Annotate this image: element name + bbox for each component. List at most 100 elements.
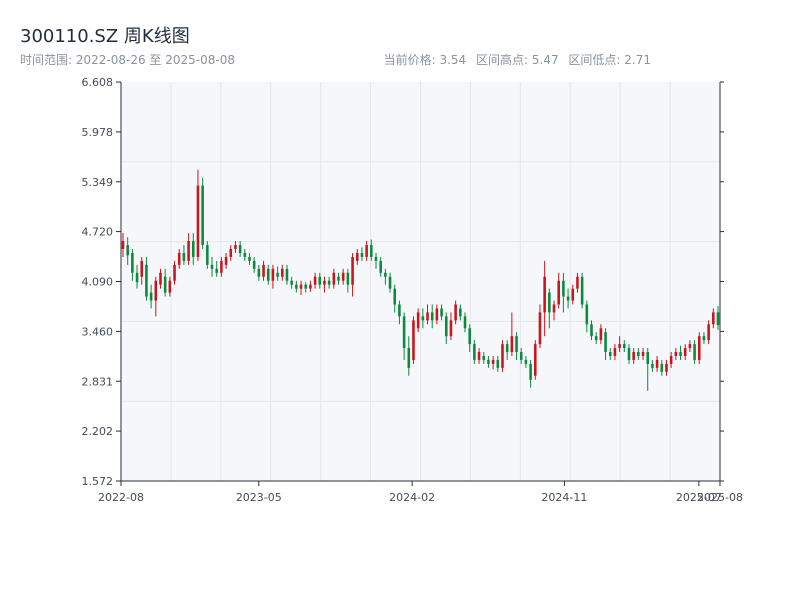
candle bbox=[562, 272, 565, 313]
candle bbox=[604, 328, 607, 360]
candle-body bbox=[313, 276, 317, 285]
x-tick-label: 2023-05 bbox=[236, 491, 282, 504]
candle-body bbox=[421, 316, 425, 321]
candle bbox=[416, 308, 420, 333]
candle-body bbox=[524, 359, 528, 364]
candle-body bbox=[449, 320, 453, 337]
candle bbox=[444, 312, 448, 345]
y-tick-label: 2.202 bbox=[82, 425, 114, 438]
candle bbox=[182, 245, 186, 265]
candle-body bbox=[177, 252, 181, 265]
candle bbox=[365, 241, 368, 261]
candle-body bbox=[243, 252, 247, 257]
candle-body bbox=[585, 304, 589, 325]
candle-body bbox=[407, 348, 411, 368]
candle-body bbox=[309, 284, 312, 289]
candle bbox=[571, 284, 575, 305]
candle bbox=[309, 280, 312, 292]
y-tick-label: 5.978 bbox=[82, 126, 114, 139]
candle-body bbox=[529, 363, 532, 380]
candle bbox=[351, 252, 354, 297]
candle bbox=[487, 355, 490, 368]
candle bbox=[238, 241, 242, 257]
candle-body bbox=[679, 352, 682, 356]
candle-body bbox=[393, 288, 397, 305]
candle bbox=[332, 268, 336, 289]
candle-body bbox=[337, 276, 340, 281]
candle bbox=[510, 312, 514, 356]
candle-body bbox=[379, 260, 382, 273]
candle-body bbox=[468, 328, 471, 345]
candle bbox=[557, 272, 560, 309]
candle bbox=[281, 264, 284, 281]
candle-body bbox=[580, 276, 584, 305]
candle bbox=[613, 344, 617, 360]
candle-body bbox=[641, 352, 645, 356]
candle-body bbox=[299, 284, 303, 289]
candle-body bbox=[370, 245, 373, 257]
y-tick-label: 1.572 bbox=[82, 475, 114, 488]
candle-body bbox=[637, 352, 640, 356]
candle bbox=[590, 320, 593, 341]
candle-body bbox=[482, 355, 486, 360]
candle-body bbox=[341, 272, 345, 281]
candle bbox=[393, 284, 397, 313]
candle bbox=[552, 300, 556, 321]
candle bbox=[285, 264, 289, 285]
candle-body bbox=[440, 308, 443, 317]
candle bbox=[304, 282, 308, 293]
x-tick-label: 2022-08 bbox=[98, 491, 144, 504]
candle bbox=[440, 304, 443, 321]
candle-body bbox=[149, 292, 153, 301]
candle bbox=[145, 256, 148, 301]
candle-body bbox=[613, 348, 617, 356]
candle bbox=[623, 340, 626, 353]
candle bbox=[201, 177, 204, 250]
candle bbox=[220, 256, 223, 277]
current-price-text: 当前价格: 3.54 bbox=[383, 53, 467, 67]
candle-body bbox=[552, 304, 556, 313]
candle bbox=[505, 340, 509, 360]
candle bbox=[459, 304, 462, 321]
candle-body bbox=[697, 336, 701, 360]
candle bbox=[355, 249, 359, 265]
axes: 6.608 5.978 5.349 4.720 4.090 3.460 2.831 2.202… bbox=[82, 76, 743, 504]
candle bbox=[566, 288, 570, 309]
candle-body bbox=[674, 352, 678, 356]
candle bbox=[716, 306, 720, 330]
candle-body bbox=[355, 252, 359, 261]
candle bbox=[346, 268, 350, 293]
candle bbox=[426, 304, 429, 325]
range-high-text: 区间高点: 5.47 bbox=[476, 53, 559, 67]
candle-body bbox=[571, 288, 575, 301]
candle bbox=[229, 245, 233, 261]
candle bbox=[243, 249, 247, 261]
grid bbox=[121, 82, 720, 481]
candle-body bbox=[257, 268, 261, 277]
candle bbox=[337, 272, 340, 285]
candle-body bbox=[196, 185, 200, 257]
candle-body bbox=[234, 245, 237, 250]
candle-body bbox=[454, 304, 457, 321]
candle bbox=[173, 260, 176, 285]
candle bbox=[252, 256, 256, 273]
candle bbox=[215, 260, 218, 277]
candle-body bbox=[665, 363, 668, 372]
candle-body bbox=[712, 312, 715, 325]
range-low-text: 区间低点: 2.71 bbox=[568, 53, 651, 67]
candle bbox=[454, 300, 457, 325]
candle bbox=[580, 272, 584, 309]
candle-body bbox=[131, 252, 134, 273]
candle-body bbox=[159, 272, 162, 285]
candle bbox=[543, 260, 546, 337]
candle-body bbox=[266, 268, 270, 281]
candle bbox=[131, 249, 134, 281]
candle-body bbox=[327, 280, 331, 285]
candle-body bbox=[426, 312, 429, 321]
candle-body bbox=[646, 352, 650, 364]
candle-body bbox=[206, 245, 209, 265]
candle bbox=[651, 359, 654, 372]
candle bbox=[196, 169, 200, 261]
candle-body bbox=[487, 359, 490, 364]
